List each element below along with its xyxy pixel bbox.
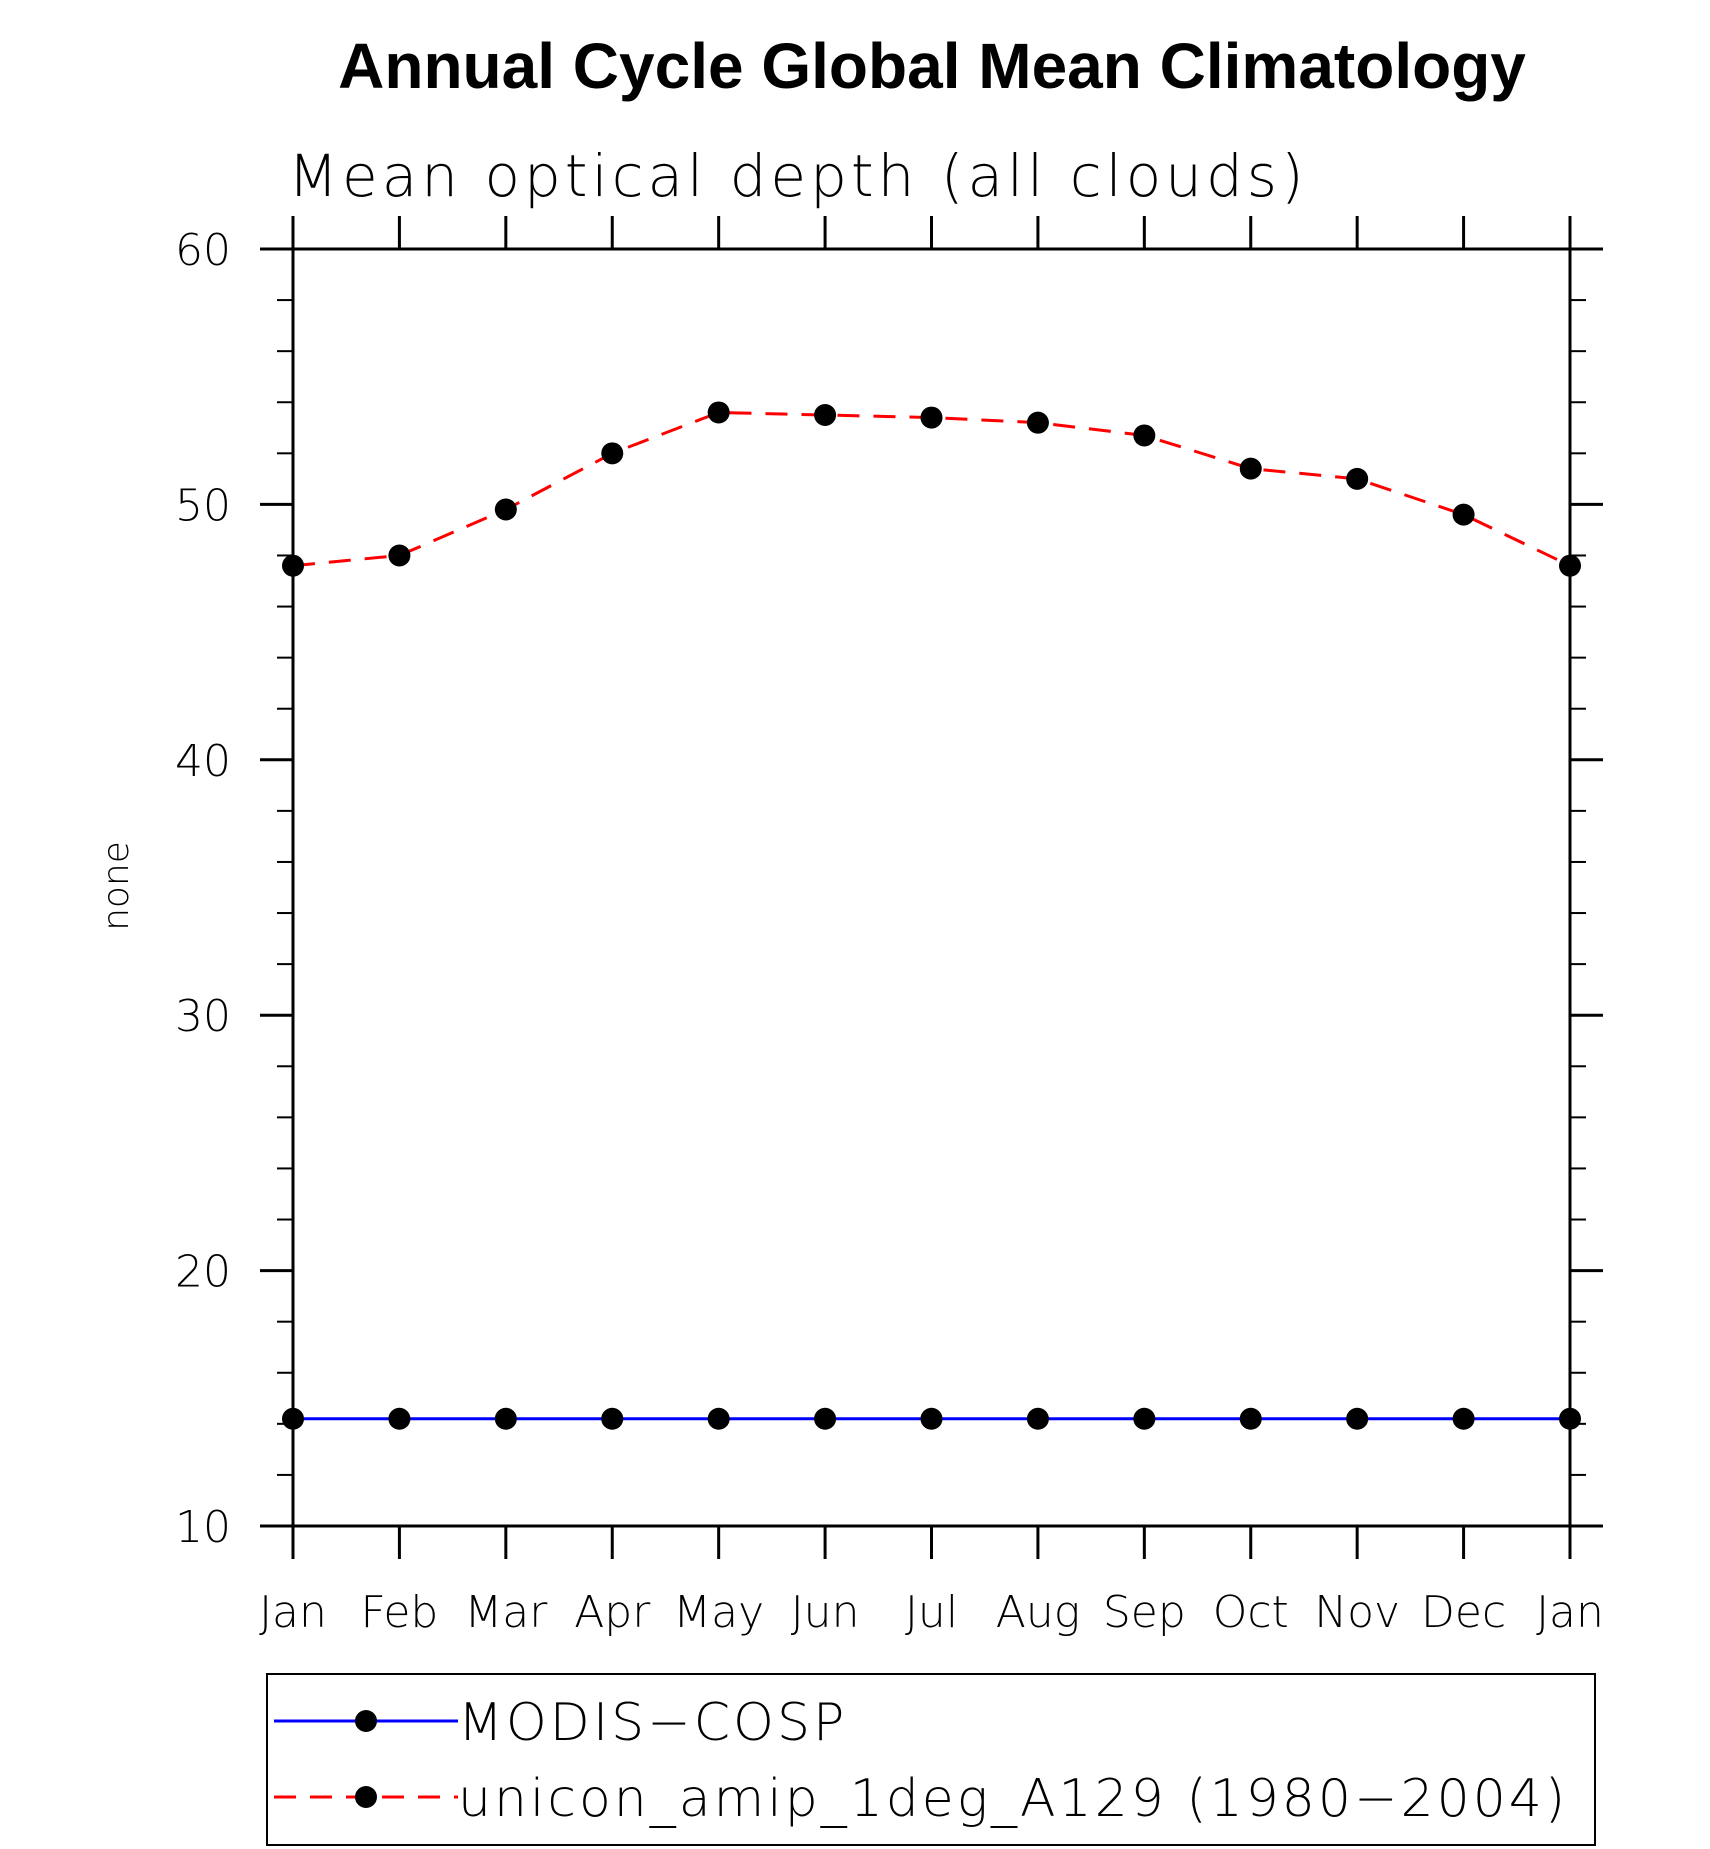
series-1-point [1133, 424, 1156, 447]
x-tick-label: May [673, 1587, 764, 1638]
series-1-point [1452, 503, 1475, 526]
x-tick-label: Sep [1103, 1587, 1186, 1638]
legend: MODIS−COSP unicon_amip_1deg_A129 (1980−2… [266, 1673, 1596, 1846]
series-0-point [494, 1407, 517, 1430]
series-1-point [1239, 457, 1262, 480]
series-0-point [1133, 1407, 1156, 1430]
legend-box [266, 1673, 1596, 1846]
series-1-point [707, 401, 730, 424]
x-tick-label: Apr [574, 1587, 651, 1638]
series-0-point [282, 1407, 304, 1430]
x-tick-label: Nov [1314, 1587, 1400, 1638]
chart-title: Annual Cycle Global Mean Climatology [338, 30, 1526, 102]
plot-frame [291, 247, 1572, 1528]
series-1-point [494, 498, 517, 521]
series-1-point [1026, 411, 1049, 434]
series-1-point [601, 442, 624, 465]
series-0-point [707, 1407, 730, 1430]
y-tick-label: 10 [175, 1502, 231, 1553]
series-1-point [1559, 554, 1581, 577]
series-0-point [1239, 1407, 1262, 1430]
series-0-point [814, 1407, 837, 1430]
legend-label-modis: MODIS−COSP [458, 1693, 847, 1753]
series-0-point [1346, 1407, 1369, 1430]
x-tick-label: Jul [905, 1587, 958, 1638]
legend-marker-unicon [355, 1786, 377, 1808]
x-tick-label: Mar [464, 1587, 548, 1638]
y-tick-label: 50 [175, 480, 231, 531]
series-1-point [388, 544, 411, 567]
series-1-point [1346, 467, 1369, 490]
x-tick-label: Dec [1421, 1587, 1506, 1638]
series-0-point [388, 1407, 411, 1430]
series-0-point [1026, 1407, 1049, 1430]
series-0-point [920, 1407, 943, 1430]
y-axis-label: none [96, 841, 137, 931]
series-group [282, 401, 1581, 1430]
legend-label-unicon: unicon_amip_1deg_A129 (1980−2004) [458, 1769, 1568, 1829]
x-tick-label: Jan [1536, 1587, 1604, 1638]
chart-subtitle: Mean optical depth (all clouds) [288, 142, 1308, 210]
x-tick-label: Oct [1213, 1587, 1289, 1638]
legend-marker-modis [355, 1710, 377, 1732]
x-tick-label: Jun [791, 1587, 860, 1638]
series-1-point [814, 404, 837, 427]
series-line-1 [292, 410, 1571, 568]
series-0-point [601, 1407, 624, 1430]
axis-ticks: 10 20 30 40 50 60 Jan Feb Mar Apr May Jun Jul Aug Sep O… [175, 216, 1604, 1638]
series-0-point [1452, 1407, 1475, 1430]
y-tick-label: 40 [175, 736, 231, 787]
series-1-point [282, 554, 304, 577]
series-0-point [1559, 1407, 1581, 1430]
y-tick-label: 60 [175, 225, 231, 276]
x-tick-label: Aug [996, 1587, 1080, 1638]
y-tick-label: 30 [175, 991, 231, 1042]
axes [291, 247, 1572, 1528]
series-1-point [920, 406, 943, 429]
x-tick-label: Feb [360, 1587, 438, 1638]
y-tick-label: 20 [175, 1247, 231, 1298]
x-tick-label: Jan [259, 1587, 327, 1638]
